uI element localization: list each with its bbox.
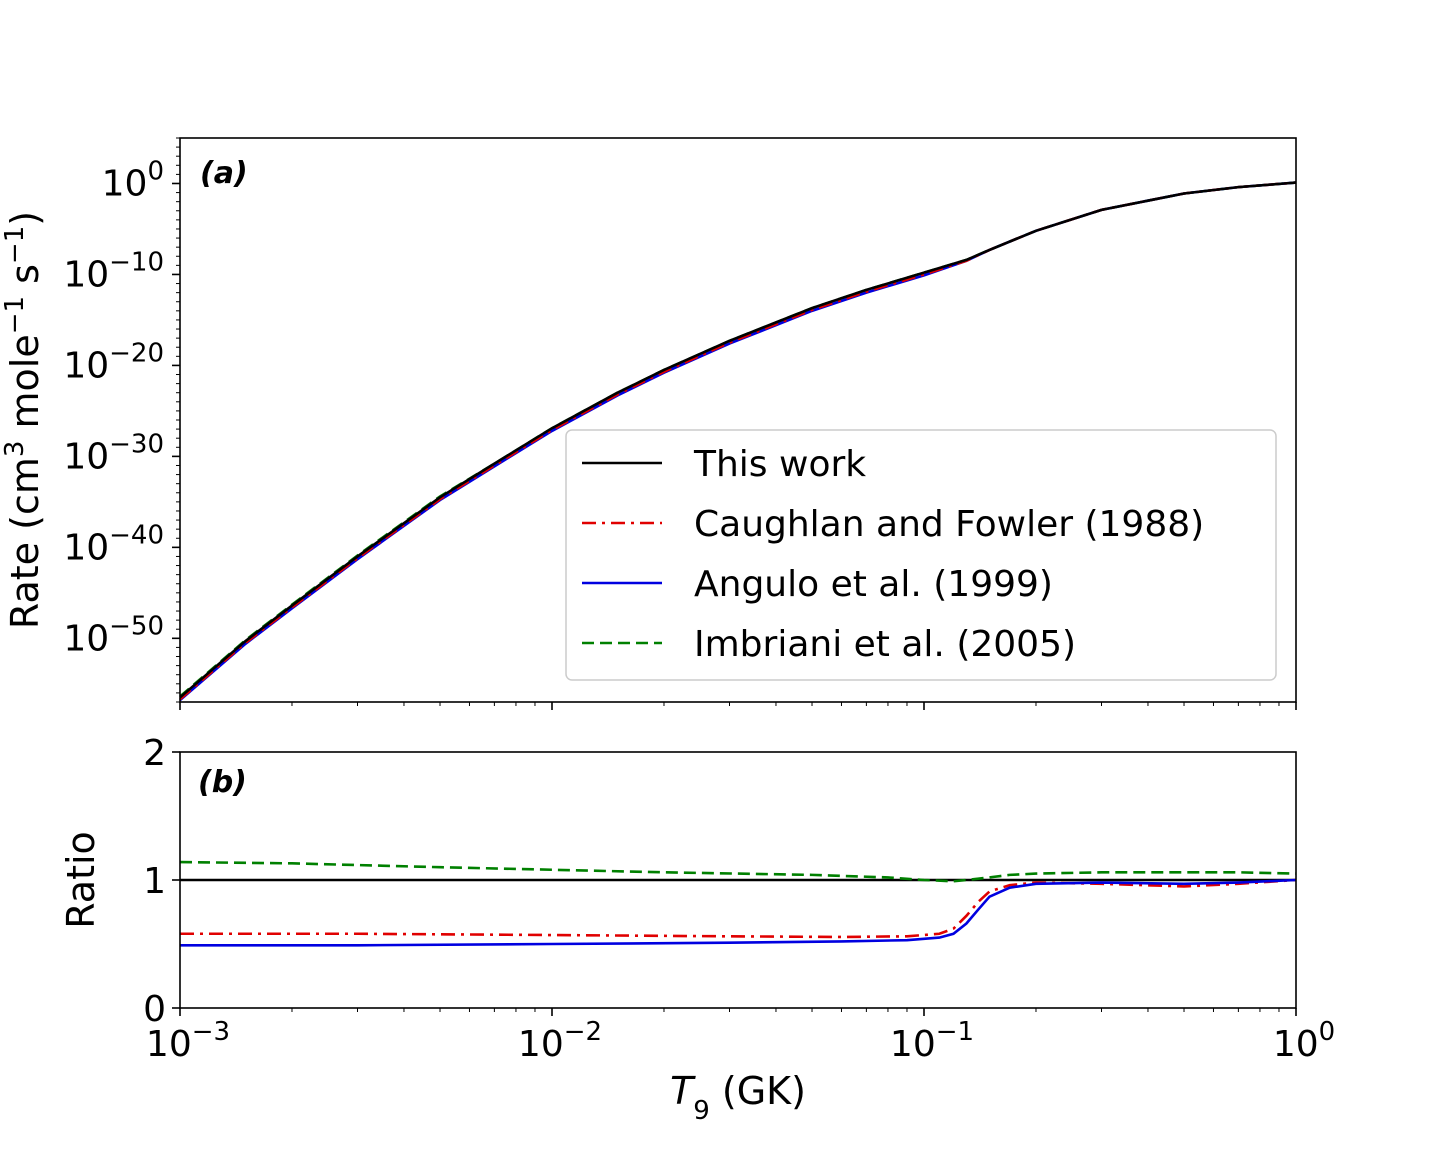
panel-b-series-imbriani-et-al-2005 bbox=[179, 860, 1297, 883]
ylabel-part-1: Rate (cm bbox=[3, 457, 47, 629]
tick-exponent: −50 bbox=[109, 611, 164, 641]
panel-a-y-tick-label: 10−20 bbox=[63, 338, 164, 386]
x-tick-label: 10−1 bbox=[890, 1017, 974, 1065]
tick-base: 10 bbox=[63, 345, 109, 386]
panel-a-y-tick-label: 10−30 bbox=[63, 429, 164, 477]
panel-a-series-this-work bbox=[179, 181, 1297, 699]
panel-b-series-caughlan-and-fowler-1988 bbox=[180, 878, 1297, 939]
legend: This work Caughlan and Fowler (1988) Angul… bbox=[565, 429, 1277, 681]
tick-exponent: −20 bbox=[109, 338, 164, 368]
x-axis-symbol: T bbox=[670, 1069, 696, 1113]
legend-label-imbriani-et-al-2005: Imbriani et al. (2005) bbox=[694, 624, 1076, 665]
panel-a-label: (a) bbox=[200, 156, 248, 191]
legend-label-caughlan-and-fowler-1988: Caughlan and Fowler (1988) bbox=[694, 504, 1204, 545]
ylabel-part-3: mole bbox=[3, 334, 47, 440]
tick-exponent: −1 bbox=[936, 1017, 974, 1047]
tick-base: 10 bbox=[63, 254, 109, 295]
tick-exponent: −2 bbox=[564, 1017, 602, 1047]
x-axis-unit: (GK) bbox=[710, 1069, 806, 1113]
ylabel-part-5: s bbox=[3, 264, 47, 296]
x-axis-label: T9 (GK) bbox=[670, 1069, 806, 1126]
tick-base: 10 bbox=[1273, 1024, 1319, 1065]
panel-a-series-caughlan-and-fowler-1988 bbox=[179, 181, 1297, 701]
tick-exponent: −40 bbox=[109, 520, 164, 550]
tick-exponent: −3 bbox=[192, 1017, 230, 1047]
tick-exponent: 0 bbox=[1319, 1017, 1336, 1047]
tick-exponent: −30 bbox=[109, 429, 164, 459]
x-tick-label: 10−2 bbox=[518, 1017, 602, 1065]
tick-base: 10 bbox=[890, 1024, 936, 1065]
panel-a-series-group bbox=[179, 181, 1297, 702]
tick-base: 10 bbox=[146, 1024, 192, 1065]
panel-b-label: (b) bbox=[198, 765, 247, 800]
ylabel-part-6: −1 bbox=[0, 226, 30, 264]
x-axis-subscript: 9 bbox=[693, 1096, 710, 1126]
ylabel-part-4: −1 bbox=[0, 296, 30, 334]
panel-a-y-tick-label: 10−50 bbox=[63, 611, 164, 659]
panel-a-y-tick-label: 10−40 bbox=[63, 520, 164, 568]
legend-label-this-work: This work bbox=[693, 444, 866, 485]
legend-label-angulo-et-al-1999: Angulo et al. (1999) bbox=[694, 564, 1053, 605]
x-tick-label: 10−3 bbox=[146, 1017, 230, 1065]
panel-b-y-axis-label: Ratio bbox=[59, 831, 103, 929]
legend-box bbox=[565, 429, 1277, 681]
panel-b-y-tick-label: 0 bbox=[143, 989, 166, 1030]
panel-b-y-tick-label: 2 bbox=[143, 733, 166, 774]
panel-b-series-angulo-et-al-1999 bbox=[180, 878, 1297, 947]
tick-exponent: 0 bbox=[147, 156, 164, 186]
x-tick-label: 100 bbox=[1273, 1017, 1335, 1065]
panel-a-y-tick-label: 100 bbox=[102, 156, 164, 204]
panel-a-y-tick-label: 10−10 bbox=[63, 247, 164, 295]
ylabel-part-2: 3 bbox=[0, 441, 30, 458]
tick-exponent: −10 bbox=[109, 247, 164, 277]
panel-b-y-tick-label: 1 bbox=[143, 861, 166, 902]
ylabel-part-7: ) bbox=[3, 211, 47, 226]
tick-base: 10 bbox=[102, 163, 148, 204]
tick-base: 10 bbox=[63, 436, 109, 477]
tick-base: 10 bbox=[518, 1024, 564, 1065]
tick-base: 10 bbox=[63, 618, 109, 659]
panel-b-series-group bbox=[179, 860, 1297, 947]
tick-base: 10 bbox=[63, 527, 109, 568]
panel-a-y-axis-label: Rate (cm3 mole−1 s−1) bbox=[0, 211, 47, 629]
